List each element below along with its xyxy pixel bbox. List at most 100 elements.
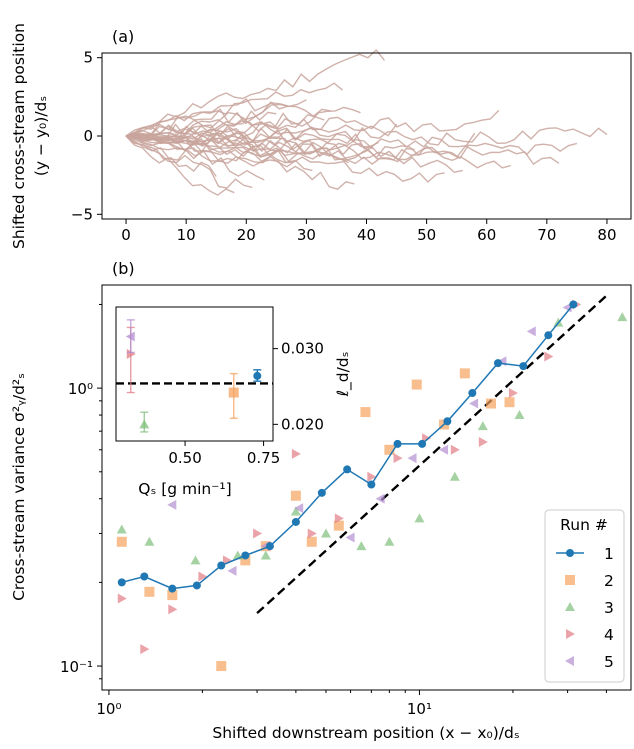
data-point-run-2 <box>216 661 227 672</box>
data-point-run-3 <box>144 536 155 546</box>
trajectory-line <box>125 135 265 181</box>
data-point-run-2 <box>116 536 127 547</box>
panel-a-ytick-label: −5 <box>71 205 93 223</box>
trajectory-line <box>125 135 511 169</box>
legend-marker-run-5 <box>565 656 574 666</box>
trajectory-line <box>125 106 361 137</box>
trajectory-line <box>125 133 283 146</box>
panel-a-xtick-label: 40 <box>357 226 376 244</box>
data-point-run-4 <box>307 528 317 539</box>
panel-b-xtick-label: 10¹ <box>407 700 432 718</box>
data-point-run-4 <box>291 448 301 459</box>
data-point-run-3 <box>320 528 331 538</box>
panel-a-xtick-label: 0 <box>121 226 131 244</box>
data-point-run-3 <box>477 421 488 431</box>
inset-point-run-4 <box>126 348 136 359</box>
data-point-run-5 <box>227 565 237 576</box>
legend-label-run-3: 3 <box>604 599 614 617</box>
panel-b-ytick-label: 10⁻¹ <box>60 658 93 676</box>
data-point-run-1 <box>140 572 149 581</box>
legend: Run # 1 2 3 4 5 <box>544 509 625 683</box>
panel-a-ylabel-line2: (y − y₀)/dₛ <box>32 96 50 176</box>
data-point-run-2 <box>333 520 344 531</box>
panel-b-ylabel: Cross-stream variance σ²ᵧ/d²ₛ <box>10 373 28 601</box>
trajectory-line <box>125 135 217 177</box>
data-point-run-4 <box>544 351 554 362</box>
inset-ytick-label: 0.030 <box>281 340 324 358</box>
inset-plot: 0.50 0.750.020 0.030 <box>116 307 324 467</box>
data-point-run-2 <box>504 397 515 408</box>
data-point-run-3 <box>356 541 367 551</box>
legend-marker-run-4 <box>566 629 575 639</box>
panel-a-ytick-label: 5 <box>83 49 93 67</box>
data-point-run-3 <box>290 506 301 516</box>
legend-label-run-4: 4 <box>604 626 614 644</box>
panel-b-label: (b) <box>112 259 135 278</box>
data-point-run-4 <box>450 444 460 455</box>
panel-a-xtick-label: 10 <box>177 226 196 244</box>
data-point-run-5 <box>439 444 449 455</box>
data-point-run-1 <box>317 488 326 497</box>
data-point-run-4 <box>222 555 232 566</box>
data-point-run-4 <box>367 471 377 482</box>
data-point-run-4 <box>140 644 150 655</box>
data-point-run-5 <box>469 398 479 409</box>
legend-marker-run-3 <box>565 602 575 611</box>
data-point-run-1 <box>544 331 553 340</box>
data-point-run-5 <box>375 493 385 504</box>
data-point-run-1 <box>241 551 250 560</box>
panel-a-plot: 0 10 20 30 40 50 60 70 80 −5 0 5 <box>71 49 617 244</box>
trajectory-line <box>125 103 289 137</box>
inset-background <box>116 307 273 441</box>
inset-point-run-5 <box>125 331 135 342</box>
data-point-run-1 <box>493 359 502 368</box>
inset-point-run-1 <box>253 371 262 380</box>
data-point-run-1 <box>367 480 376 489</box>
panel-a-xtick-label: 30 <box>297 226 316 244</box>
data-point-run-1 <box>468 389 477 398</box>
panel-a-xtick-label: 70 <box>537 226 556 244</box>
panel-b-plot: 10⁰ 10¹ 10⁻¹ 10⁰ <box>60 294 628 718</box>
data-point-run-2 <box>360 407 371 418</box>
data-point-run-2 <box>290 490 301 501</box>
inset-xtick-label: 0.50 <box>168 449 201 467</box>
data-point-run-2 <box>459 368 470 379</box>
legend-marker-run-2 <box>565 575 575 585</box>
trajectory-line <box>125 128 379 148</box>
data-point-run-1 <box>291 517 300 526</box>
trajectory-line <box>125 135 235 196</box>
legend-label-run-2: 2 <box>604 572 614 590</box>
inset-point-run-3 <box>139 419 150 429</box>
trajectory-line <box>125 125 247 141</box>
inset-ylabel: ℓ_d/dₛ <box>334 352 353 398</box>
data-point-run-1 <box>168 584 177 593</box>
inset-frame <box>115 306 274 442</box>
data-point-run-2 <box>486 398 497 409</box>
panel-a-frame <box>101 52 632 220</box>
panel-a-xtick-label: 50 <box>417 226 436 244</box>
legend-marker-run-1 <box>566 549 574 557</box>
panel-a-xtick-label: 80 <box>597 226 616 244</box>
data-point-run-4 <box>478 436 488 447</box>
data-point-run-2 <box>167 590 178 601</box>
panel-a-ytick-label: 0 <box>83 127 93 145</box>
data-point-run-2 <box>411 379 422 390</box>
inset-xlabel: Qₛ [g min⁻¹] <box>138 480 231 498</box>
data-point-run-1 <box>265 542 274 551</box>
data-point-run-1 <box>418 439 427 448</box>
legend-title: Run # <box>560 516 608 534</box>
trajectory-line <box>125 98 307 137</box>
data-point-run-3 <box>190 555 201 565</box>
data-point-run-5 <box>294 503 304 514</box>
trajectory-line <box>125 126 608 146</box>
data-point-run-3 <box>384 536 395 546</box>
panel-b-frame <box>101 284 632 691</box>
data-point-run-4 <box>198 571 208 582</box>
data-point-run-2 <box>240 555 251 566</box>
data-point-run-5 <box>407 453 417 464</box>
legend-label-run-5: 5 <box>604 653 614 671</box>
data-point-run-4 <box>334 513 344 524</box>
data-point-run-5 <box>345 532 355 543</box>
inset-point-run-2 <box>228 387 239 398</box>
